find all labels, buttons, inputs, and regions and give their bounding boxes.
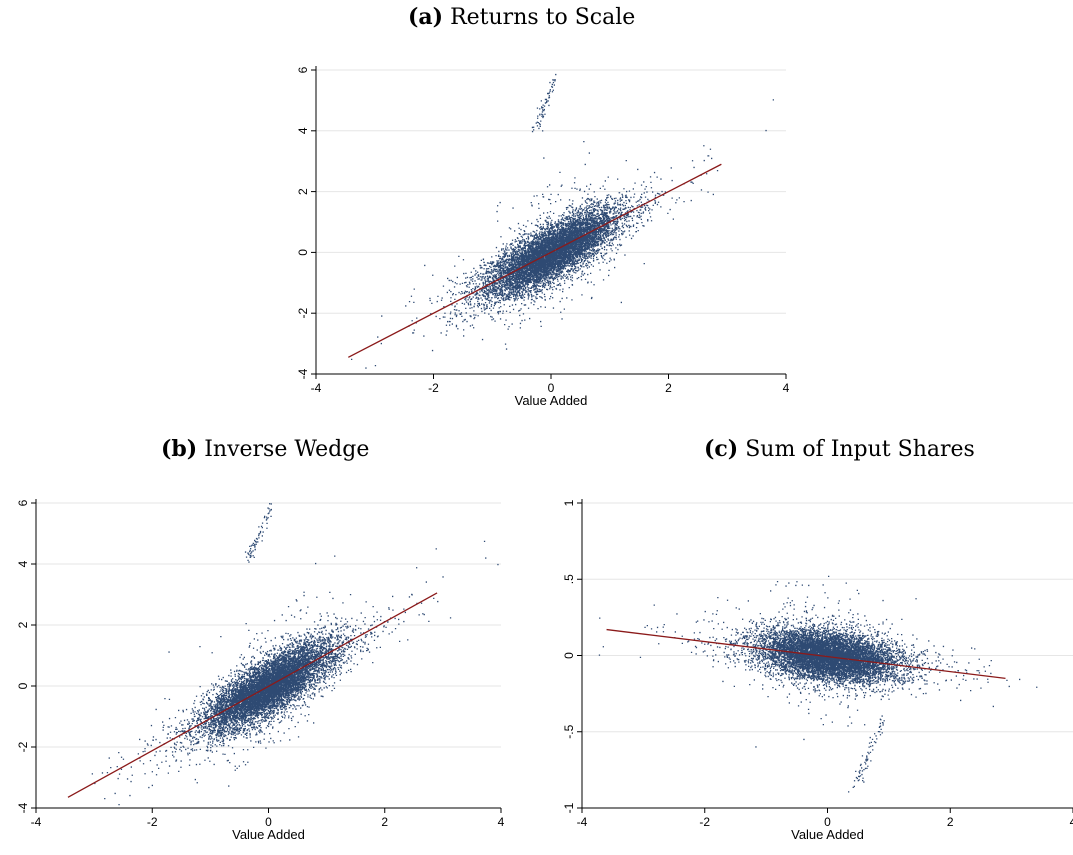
fit-line: [348, 163, 722, 358]
panel-c-label: (c): [704, 436, 739, 462]
x-tick-label: -4: [31, 815, 42, 829]
panel-a-label: (a): [408, 4, 444, 30]
scatter-points: [91, 503, 499, 806]
x-tick-label: -2: [699, 815, 710, 829]
y-tick-label: -4: [296, 368, 310, 379]
x-tick-label: 0: [824, 815, 831, 829]
fit-line: [67, 592, 438, 798]
x-tick-label: 0: [265, 815, 272, 829]
x-tick-label: 4: [1070, 815, 1073, 829]
x-axis-label: Value Added: [791, 827, 864, 842]
scatter-point-cloud: [351, 73, 774, 369]
scatter-points: [351, 73, 774, 369]
y-tick-label: 0: [562, 652, 576, 659]
y-tick-label: -1: [562, 802, 576, 813]
y-tick-label: 0: [296, 249, 310, 256]
y-tick-label: 6: [296, 66, 310, 73]
x-tick-label: -2: [147, 815, 158, 829]
y-tick-label: 4: [296, 127, 310, 134]
x-tick-label: 2: [381, 815, 388, 829]
y-tick-label: 0: [16, 682, 30, 689]
panel-c-title-text: Sum of Input Shares: [745, 437, 975, 462]
y-tick-label: 2: [296, 188, 310, 195]
y-tick-label: -.5: [562, 724, 576, 738]
y-tick-label: 4: [16, 560, 30, 567]
panel-a-title-text: Returns to Scale: [450, 5, 636, 30]
y-tick-label: -4: [16, 802, 30, 813]
x-tick-label: 2: [665, 381, 672, 395]
x-axis-label: Value Added: [232, 827, 305, 842]
scatter-point-cloud: [598, 575, 1038, 793]
y-tick-label: 1: [562, 499, 576, 506]
x-tick-label: 0: [548, 381, 555, 395]
y-tick-label: 2: [16, 621, 30, 628]
x-axis-label: Value Added: [515, 393, 588, 408]
fit-line: [606, 628, 1006, 680]
y-tick-label: -2: [296, 308, 310, 319]
panel-b-label: (b): [161, 436, 198, 462]
chart-panel-1: -4 -2 0 2 4 6 -4 -2 0 2 4 Value Added: [16, 499, 505, 842]
x-tick-label: 4: [498, 815, 505, 829]
chart-panel-2: -1 -.5 0 .5 1 -4 -2 0 2 4 Value Added: [562, 499, 1073, 842]
scatter-points: [598, 575, 1038, 793]
scatter-point-cloud: [91, 503, 499, 806]
x-tick-label: 2: [947, 815, 954, 829]
panel-b-title: (b) Inverse Wedge: [161, 436, 369, 462]
y-tick-label: .5: [562, 574, 576, 584]
panel-b-title-text: Inverse Wedge: [204, 437, 370, 462]
x-tick-label: -2: [428, 381, 439, 395]
panel-a-title: (a) Returns to Scale: [408, 4, 635, 30]
chart-panel-0: -4 -2 0 2 4 6 -4 -2 0 2 4 Value Added: [296, 66, 790, 408]
x-tick-label: -4: [577, 815, 588, 829]
panel-c-title: (c) Sum of Input Shares: [704, 436, 975, 462]
x-tick-label: 4: [783, 381, 790, 395]
x-tick-label: -4: [311, 381, 322, 395]
y-tick-label: 6: [16, 499, 30, 506]
y-tick-label: -2: [16, 741, 30, 752]
